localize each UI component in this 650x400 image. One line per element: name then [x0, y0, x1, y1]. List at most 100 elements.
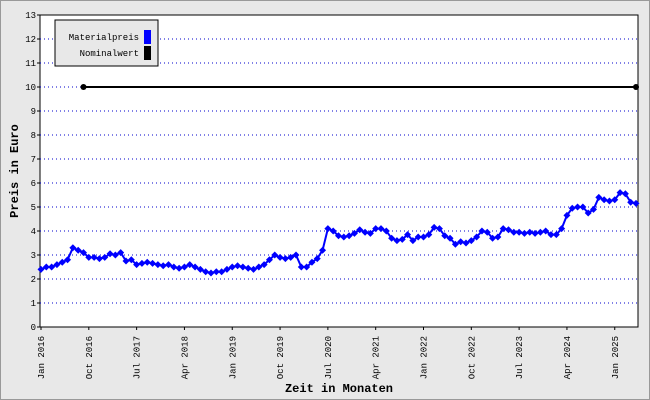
point	[111, 251, 119, 259]
point	[292, 251, 300, 259]
point	[340, 233, 348, 241]
point	[505, 226, 512, 234]
point	[234, 262, 242, 270]
point	[95, 255, 103, 263]
point	[627, 198, 635, 206]
point	[489, 234, 497, 242]
point	[149, 259, 157, 267]
point	[494, 233, 502, 241]
point	[186, 261, 194, 269]
point	[297, 263, 305, 271]
point	[457, 238, 465, 246]
point	[462, 239, 470, 247]
point	[404, 231, 412, 239]
point	[350, 229, 358, 237]
point	[313, 255, 321, 263]
point	[180, 263, 188, 271]
point	[520, 229, 528, 237]
point	[202, 268, 210, 276]
y-tick-label: 5	[31, 203, 36, 213]
point	[584, 209, 592, 217]
y-tick-label: 3	[31, 251, 36, 261]
point	[441, 232, 449, 240]
y-tick-label: 0	[31, 323, 36, 333]
point	[430, 223, 438, 231]
point	[58, 258, 66, 266]
point	[154, 261, 162, 269]
point	[255, 263, 263, 271]
point	[435, 225, 443, 233]
point	[53, 261, 61, 269]
point	[106, 250, 114, 258]
y-tick-label: 8	[31, 131, 36, 141]
point	[133, 261, 141, 269]
x-tick-label: Jul 2020	[324, 336, 334, 379]
point	[420, 233, 427, 241]
point	[616, 189, 624, 197]
point	[621, 190, 629, 198]
point	[329, 227, 337, 235]
point	[196, 265, 204, 273]
point	[611, 196, 619, 204]
point	[547, 231, 555, 239]
y-tick-label: 4	[31, 227, 36, 237]
point	[244, 264, 252, 272]
y-tick-label: 11	[25, 59, 36, 69]
point	[143, 258, 151, 266]
x-tick-label: Jul 2023	[515, 336, 525, 379]
point	[207, 269, 215, 277]
point	[425, 231, 433, 239]
point	[568, 204, 576, 212]
point	[117, 249, 125, 257]
point	[48, 263, 56, 271]
legend	[54, 19, 159, 67]
point	[536, 228, 544, 236]
point	[335, 232, 342, 240]
point	[250, 265, 257, 273]
point	[473, 233, 481, 241]
point	[579, 203, 587, 211]
point	[127, 256, 135, 264]
point	[42, 263, 50, 271]
y-tick-label: 12	[25, 35, 36, 45]
point	[170, 263, 178, 271]
point	[483, 228, 491, 236]
x-tick-label: Oct 2022	[467, 336, 477, 379]
point	[90, 253, 98, 261]
y-tick-label: 10	[25, 83, 36, 93]
point	[398, 235, 406, 243]
point	[101, 253, 109, 261]
y-tick-label: 7	[31, 155, 36, 165]
point	[80, 249, 87, 257]
point	[191, 263, 199, 271]
x-tick-label: Oct 2016	[85, 336, 95, 379]
point	[633, 84, 639, 90]
legend-label: Materialpreis	[69, 33, 139, 43]
point	[574, 203, 582, 211]
point	[451, 240, 459, 248]
y-axis-title: Preis in Euro	[8, 124, 22, 218]
point	[558, 225, 566, 233]
point	[563, 211, 571, 219]
point	[361, 228, 369, 236]
point	[393, 237, 401, 245]
point	[388, 234, 396, 242]
point	[467, 237, 475, 245]
point	[605, 197, 613, 205]
point	[265, 256, 273, 264]
y-tick-label: 1	[31, 299, 36, 309]
x-tick-label: Apr 2024	[563, 336, 573, 379]
point	[276, 253, 284, 261]
point	[74, 246, 82, 254]
point	[287, 253, 295, 261]
point	[303, 263, 311, 271]
point	[239, 263, 247, 271]
point	[218, 268, 226, 276]
point	[159, 262, 167, 270]
point	[356, 226, 364, 234]
y-tick-label: 13	[25, 11, 36, 21]
point	[138, 259, 146, 267]
x-tick-label: Oct 2019	[276, 336, 286, 379]
point	[382, 227, 390, 235]
point	[595, 193, 603, 201]
